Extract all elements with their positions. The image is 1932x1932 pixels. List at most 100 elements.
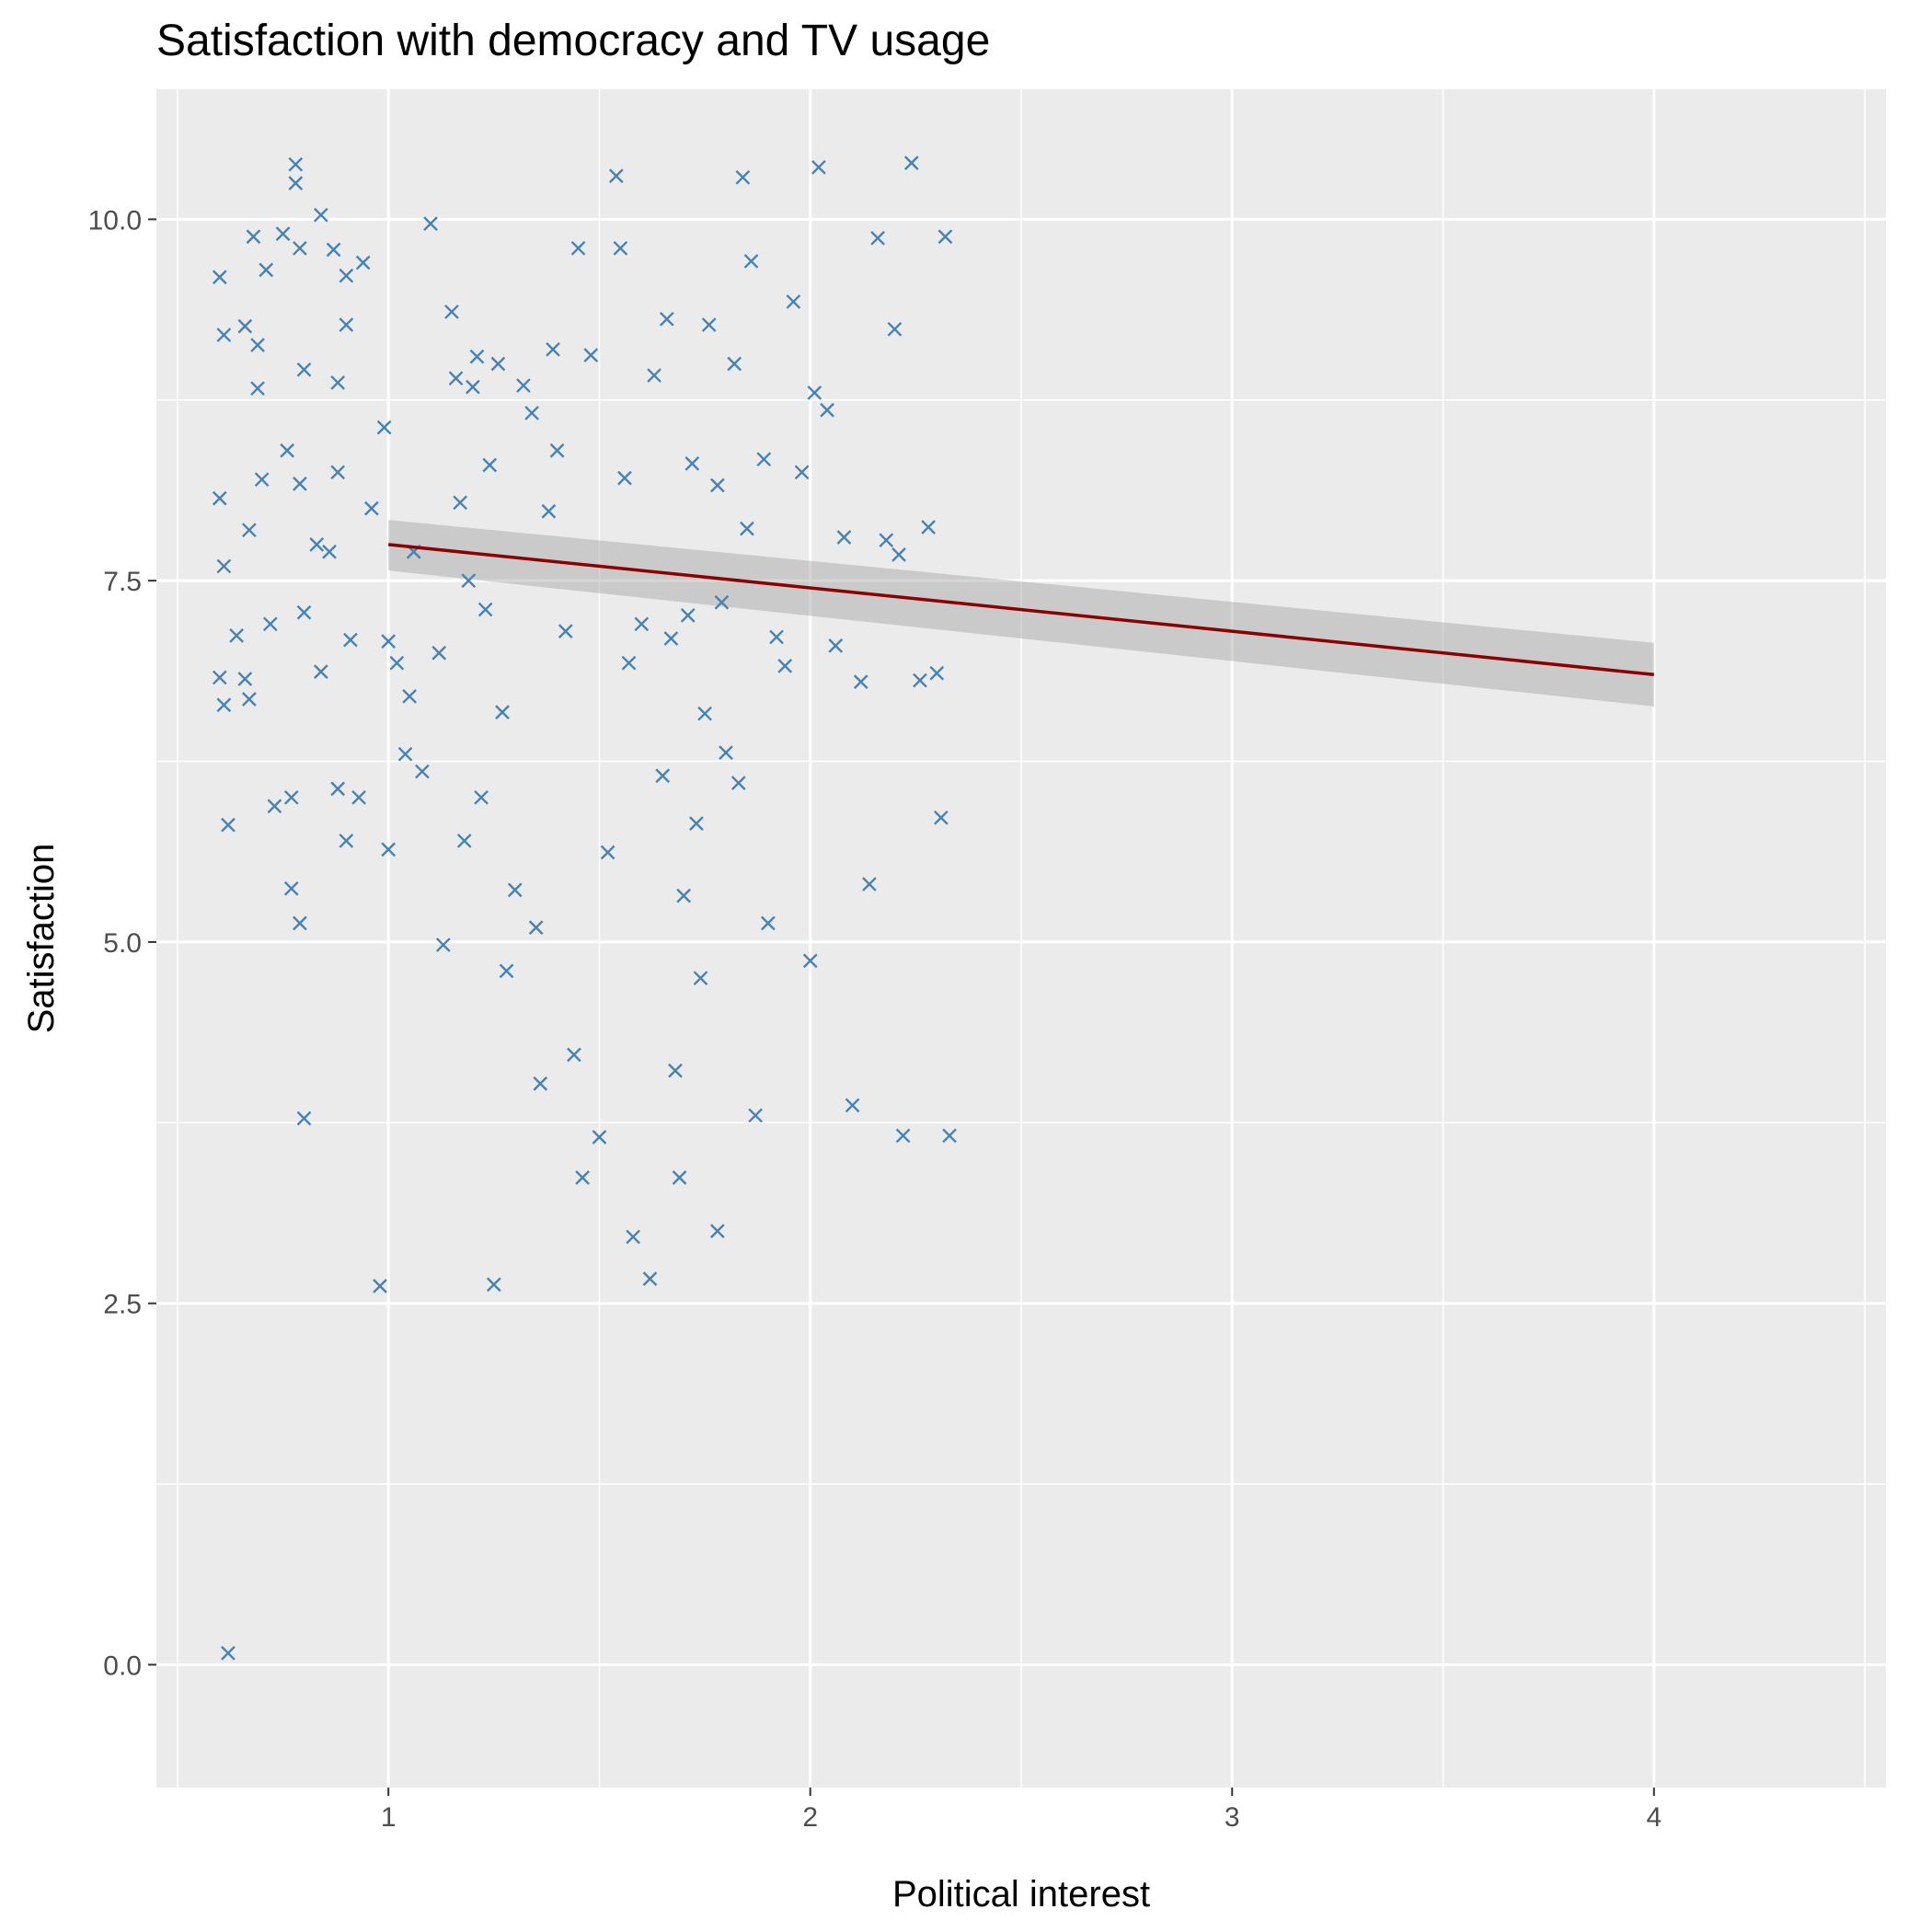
data-point: [743, 254, 759, 269]
data-point: [507, 882, 523, 898]
data-point: [567, 1047, 581, 1063]
data-point: [820, 402, 834, 418]
data-point: [330, 781, 346, 797]
data-point: [811, 159, 826, 175]
data-point: [216, 558, 232, 574]
data-point: [887, 321, 903, 337]
data-point: [381, 842, 397, 857]
data-point: [701, 317, 717, 332]
fit-line-layer: [388, 543, 1654, 677]
data-point: [288, 156, 304, 172]
data-point: [516, 378, 531, 393]
data-point: [482, 457, 498, 473]
data-point: [659, 311, 674, 327]
data-point: [672, 1170, 687, 1185]
data-point: [575, 1170, 590, 1185]
data-point: [879, 533, 894, 548]
data-point: [477, 602, 493, 617]
data-point: [351, 789, 366, 805]
data-point: [697, 706, 712, 721]
data-point: [634, 616, 650, 632]
data-point: [870, 230, 885, 246]
data-point: [546, 341, 560, 357]
data-point: [853, 674, 868, 689]
data-point: [693, 971, 708, 986]
data-point: [389, 655, 405, 671]
data-point: [221, 1646, 236, 1661]
data-point: [376, 420, 392, 435]
data-point: [339, 268, 354, 283]
data-point: [613, 240, 628, 256]
grid-lines: [156, 89, 1886, 1788]
data-point: [903, 155, 919, 170]
data-point: [373, 1278, 387, 1294]
data-point: [474, 789, 489, 805]
data-point: [714, 594, 730, 610]
data-point: [710, 1224, 725, 1238]
data-point: [845, 1098, 860, 1113]
data-point: [802, 953, 818, 969]
data-point: [541, 503, 557, 519]
data-point: [397, 746, 413, 762]
data-point: [296, 362, 312, 377]
data-point: [836, 530, 852, 545]
data-point: [786, 294, 801, 309]
data-point: [495, 705, 510, 719]
chart-title: Satisfaction with democracy and TV usage: [156, 17, 990, 65]
data-point: [456, 834, 472, 848]
data-point: [937, 229, 953, 245]
data-point: [891, 547, 906, 562]
data-point: [415, 764, 430, 779]
data-point: [242, 523, 257, 538]
data-point: [756, 452, 772, 467]
data-point: [895, 1128, 911, 1144]
data-point: [275, 226, 291, 241]
x-tick-label: 3: [1225, 1802, 1240, 1833]
data-point: [676, 888, 692, 903]
data-point: [913, 673, 927, 688]
data-point: [283, 789, 299, 805]
data-point: [453, 495, 467, 511]
data-point: [293, 915, 307, 931]
data-point: [280, 443, 294, 458]
data-point: [642, 1271, 658, 1286]
data-point: [777, 659, 793, 673]
data-point: [423, 216, 438, 231]
data-point: [293, 240, 307, 256]
data-point: [655, 768, 671, 784]
data-point: [684, 456, 700, 471]
data-point: [283, 880, 299, 896]
data-point: [828, 638, 844, 653]
data-point: [267, 799, 282, 814]
y-tick-label: 0.0: [103, 1650, 142, 1681]
data-point: [250, 381, 265, 397]
data-point: [608, 168, 624, 184]
data-point: [942, 1128, 957, 1144]
data-point: [444, 305, 459, 319]
data-point: [466, 379, 480, 395]
data-point: [293, 477, 307, 491]
data-point: [461, 573, 477, 589]
data-point: [330, 375, 346, 390]
x-tick-label: 2: [802, 1802, 818, 1833]
data-point: [216, 328, 232, 342]
data-point: [237, 318, 253, 334]
data-point: [296, 604, 312, 620]
data-point: [748, 1108, 763, 1123]
data-point: [486, 1277, 501, 1293]
data-point: [250, 338, 265, 352]
data-point: [668, 1063, 683, 1078]
data-point: [761, 915, 776, 931]
data-point: [647, 368, 661, 383]
data-point: [326, 242, 341, 258]
data-point: [229, 628, 244, 643]
data-point: [296, 1110, 312, 1126]
y-tick-label: 5.0: [103, 928, 142, 959]
data-point: [431, 645, 447, 661]
data-point: [322, 544, 337, 559]
x-axis-title: Political interest: [892, 1874, 1150, 1915]
data-point: [309, 537, 325, 552]
data-point: [570, 240, 586, 256]
data-point: [313, 664, 328, 679]
